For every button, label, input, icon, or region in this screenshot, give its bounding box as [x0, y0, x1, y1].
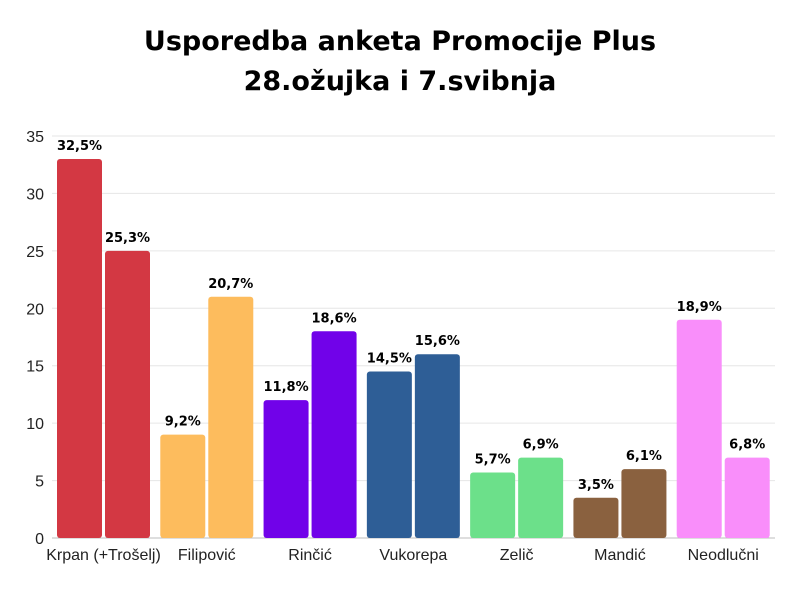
- y-tick-label: 25: [26, 244, 44, 261]
- bar: [573, 497, 619, 538]
- bar: [311, 331, 357, 538]
- data-label: 6,1%: [626, 449, 662, 464]
- data-label: 9,2%: [165, 415, 201, 430]
- data-label: 3,5%: [578, 478, 614, 493]
- bar: [414, 354, 460, 538]
- y-tick-label: 0: [35, 531, 44, 548]
- x-category-label: Mandić: [594, 547, 646, 564]
- x-category-label: Krpan (+Trošelj): [46, 547, 161, 564]
- x-category-label: Vukorepa: [379, 547, 447, 564]
- bar: [263, 400, 309, 538]
- chart-title-line-1: Usporedba anketa Promocije Plus: [143, 26, 657, 57]
- data-label: 18,9%: [677, 300, 722, 315]
- bar: [724, 457, 770, 538]
- y-tick-label: 10: [26, 416, 44, 433]
- y-tick-label: 30: [26, 186, 44, 203]
- bar: [366, 371, 412, 538]
- data-label: 32,5%: [57, 139, 102, 154]
- data-label: 14,5%: [367, 351, 412, 366]
- data-label: 11,8%: [264, 380, 309, 395]
- chart-title-line-2: 28.ožujka i 7.svibnja: [243, 66, 557, 97]
- x-category-label: Rinčić: [288, 547, 332, 564]
- data-label: 6,8%: [729, 438, 765, 453]
- x-category-label: Neodlučni: [688, 547, 759, 564]
- bar: [676, 319, 722, 538]
- bar: [470, 472, 516, 538]
- bar: [518, 457, 564, 538]
- bar: [105, 250, 150, 538]
- bar: [57, 158, 102, 538]
- bar: [621, 469, 667, 538]
- x-category-label: Zelič: [500, 547, 534, 564]
- y-tick-label: 35: [26, 129, 44, 146]
- data-label: 5,7%: [475, 453, 511, 468]
- y-tick-label: 5: [35, 474, 44, 491]
- bar: [160, 434, 206, 538]
- bar: [208, 296, 254, 538]
- data-label: 20,7%: [208, 277, 253, 292]
- x-category-label: Filipović: [178, 547, 236, 564]
- y-tick-label: 15: [26, 359, 44, 376]
- data-label: 15,6%: [415, 334, 460, 349]
- y-tick-label: 20: [26, 301, 44, 318]
- data-label: 6,9%: [523, 438, 559, 453]
- data-label: 18,6%: [312, 311, 357, 326]
- data-label: 25,3%: [105, 231, 150, 246]
